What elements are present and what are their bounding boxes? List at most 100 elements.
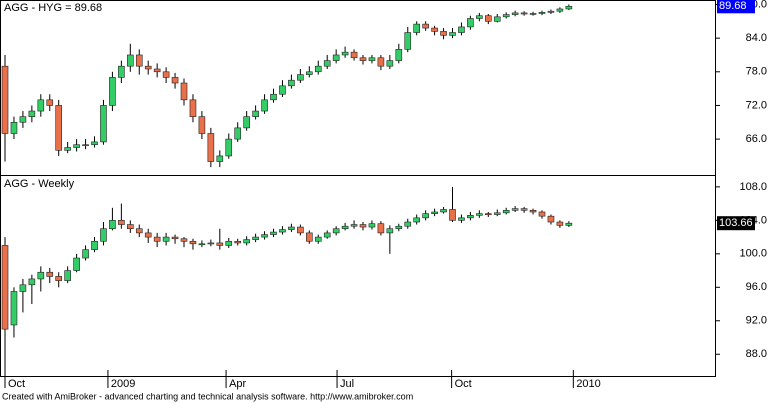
candle-body — [493, 16, 501, 22]
candle-body — [171, 236, 179, 240]
candle-body — [279, 229, 286, 233]
candle-body — [368, 223, 376, 228]
x-tick-label: Oct — [8, 378, 25, 390]
candle-body — [377, 57, 385, 67]
candle-body — [225, 138, 233, 157]
candle-body — [440, 209, 447, 213]
candle-body — [28, 110, 36, 117]
candle-body — [341, 225, 349, 230]
candle-body — [82, 249, 89, 259]
candle-body — [556, 221, 564, 226]
candle-body — [547, 10, 555, 13]
candle-body — [288, 79, 295, 87]
candle-body — [297, 226, 304, 234]
candle-body — [1, 65, 9, 134]
candle-body — [529, 210, 537, 213]
candle-body — [323, 232, 331, 238]
candle-body — [118, 65, 125, 78]
y-tick-label: 78.0 — [746, 66, 767, 78]
candle-body — [135, 228, 143, 234]
candle-body — [73, 144, 80, 148]
candle-body — [413, 23, 421, 33]
candle-body — [485, 15, 492, 22]
candle-body — [10, 121, 18, 134]
candle-body — [198, 243, 206, 246]
candle-body — [422, 213, 429, 219]
candle-body — [270, 231, 277, 235]
candle-body — [153, 68, 161, 73]
candle-body — [216, 155, 224, 162]
candle-body — [288, 226, 295, 230]
x-tick-label: Apr — [229, 378, 246, 390]
candle-body — [476, 213, 483, 216]
candle-body — [359, 57, 367, 61]
candle-body — [207, 133, 215, 162]
candle-body — [162, 236, 170, 242]
x-tick-label: 2009 — [111, 378, 135, 390]
candle-body — [162, 71, 170, 78]
candle-body — [28, 278, 36, 286]
candle-body — [234, 127, 242, 140]
candle-body — [377, 223, 385, 234]
candle-body — [234, 240, 242, 244]
candle-body — [404, 221, 412, 227]
candle-body — [395, 225, 403, 230]
candle-body — [449, 32, 456, 36]
candle-body — [476, 15, 483, 19]
candle-body — [279, 85, 286, 95]
candle-body — [565, 222, 573, 226]
candle-body — [100, 228, 107, 242]
candle-body — [511, 12, 519, 15]
candle-body — [386, 60, 394, 67]
candle-body — [485, 213, 492, 215]
candle-body — [55, 276, 63, 281]
candle-body — [55, 105, 63, 151]
candle-body — [91, 240, 98, 250]
candle-body — [100, 105, 107, 143]
candle-body — [332, 54, 340, 61]
y-tick-label: 72.0 — [746, 99, 767, 111]
candle-body — [144, 232, 152, 238]
candle-body — [127, 54, 134, 67]
candle-body — [511, 208, 519, 211]
pane-frame — [0, 175, 716, 377]
candle-body — [306, 71, 313, 75]
candle-body — [153, 236, 161, 242]
candle-body — [297, 74, 304, 81]
candle-body — [73, 257, 80, 271]
candle-body — [529, 13, 537, 15]
pane-title: AGG - HYG = 89.68 — [4, 2, 102, 14]
candle-body — [547, 215, 555, 223]
candle-body — [261, 99, 268, 112]
candle-body — [109, 77, 116, 106]
candle-body — [332, 228, 340, 234]
last-value-label: 89.68 — [719, 0, 747, 12]
candle-body — [350, 224, 358, 227]
candle-body — [386, 228, 394, 234]
last-value-box — [717, 0, 755, 14]
pane-title: AGG - Weekly — [4, 178, 75, 190]
candle-body — [261, 234, 268, 238]
y-tick-label: 66.0 — [746, 133, 767, 145]
candle-body — [270, 93, 277, 101]
candle-body — [189, 240, 197, 245]
y-tick-label: 108.0 — [739, 181, 767, 193]
candle-body — [198, 116, 206, 134]
candle-body — [10, 291, 18, 326]
x-tick-label: Jul — [340, 378, 354, 390]
candle-body — [64, 270, 71, 281]
candle-body — [37, 271, 45, 280]
candle-body — [467, 215, 474, 219]
candle-body — [19, 116, 27, 123]
candle-body — [37, 99, 45, 112]
candle-body — [252, 236, 259, 240]
candle-body — [171, 77, 179, 84]
candle-body — [431, 27, 438, 32]
candle-body — [180, 238, 188, 242]
candle-body — [46, 271, 54, 277]
candle-body — [556, 8, 564, 12]
candle-body — [520, 208, 528, 211]
candle-body — [404, 32, 412, 50]
y-tick-label: 84.0 — [746, 32, 767, 44]
